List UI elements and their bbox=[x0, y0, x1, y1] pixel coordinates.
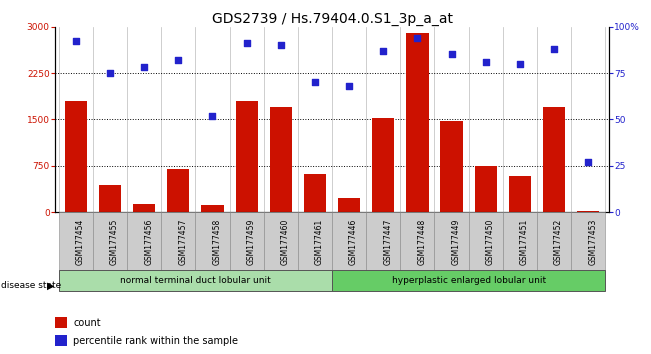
FancyBboxPatch shape bbox=[230, 212, 264, 271]
Text: GSM177461: GSM177461 bbox=[315, 218, 324, 265]
FancyBboxPatch shape bbox=[332, 212, 366, 271]
FancyBboxPatch shape bbox=[537, 212, 571, 271]
Point bbox=[310, 80, 320, 85]
FancyBboxPatch shape bbox=[434, 212, 469, 271]
Bar bbox=[338, 198, 360, 212]
Bar bbox=[372, 118, 395, 212]
Point bbox=[242, 40, 252, 46]
Text: GSM177449: GSM177449 bbox=[452, 218, 460, 265]
Point bbox=[344, 83, 354, 89]
Bar bbox=[55, 317, 67, 329]
Text: count: count bbox=[74, 318, 101, 328]
Point bbox=[378, 48, 389, 53]
Text: hyperplastic enlarged lobular unit: hyperplastic enlarged lobular unit bbox=[392, 276, 546, 285]
Bar bbox=[441, 121, 463, 212]
Point bbox=[583, 159, 594, 165]
FancyBboxPatch shape bbox=[503, 212, 537, 271]
Bar bbox=[304, 174, 326, 212]
Text: GSM177447: GSM177447 bbox=[383, 218, 393, 265]
Text: GSM177452: GSM177452 bbox=[554, 218, 563, 265]
Bar bbox=[201, 205, 223, 212]
FancyBboxPatch shape bbox=[195, 212, 230, 271]
Text: GSM177456: GSM177456 bbox=[144, 218, 153, 265]
Text: GSM177450: GSM177450 bbox=[486, 218, 495, 265]
Bar bbox=[270, 107, 292, 212]
Text: GSM177457: GSM177457 bbox=[178, 218, 187, 265]
Point bbox=[480, 59, 491, 65]
Bar bbox=[332, 270, 605, 291]
Text: GSM177459: GSM177459 bbox=[247, 218, 256, 265]
FancyBboxPatch shape bbox=[366, 212, 400, 271]
FancyBboxPatch shape bbox=[571, 212, 605, 271]
Bar bbox=[406, 33, 428, 212]
Bar bbox=[55, 335, 67, 346]
Title: GDS2739 / Hs.79404.0.S1_3p_a_at: GDS2739 / Hs.79404.0.S1_3p_a_at bbox=[212, 12, 452, 25]
Text: disease state: disease state bbox=[1, 281, 61, 290]
Text: GSM177451: GSM177451 bbox=[520, 218, 529, 265]
FancyBboxPatch shape bbox=[298, 212, 332, 271]
Point bbox=[207, 113, 217, 119]
FancyBboxPatch shape bbox=[469, 212, 503, 271]
Text: GSM177446: GSM177446 bbox=[349, 218, 358, 265]
Point bbox=[447, 52, 457, 57]
Text: GSM177454: GSM177454 bbox=[76, 218, 85, 265]
Bar bbox=[99, 184, 121, 212]
Point bbox=[173, 57, 184, 63]
Point bbox=[549, 46, 559, 52]
Bar bbox=[59, 270, 332, 291]
Bar bbox=[64, 101, 87, 212]
FancyBboxPatch shape bbox=[264, 212, 298, 271]
Point bbox=[412, 35, 422, 41]
FancyBboxPatch shape bbox=[400, 212, 434, 271]
Point bbox=[139, 64, 149, 70]
Point bbox=[515, 61, 525, 67]
FancyBboxPatch shape bbox=[59, 212, 93, 271]
Bar bbox=[133, 204, 155, 212]
Bar bbox=[475, 166, 497, 212]
Bar bbox=[167, 169, 189, 212]
Text: GSM177458: GSM177458 bbox=[212, 218, 221, 265]
Text: normal terminal duct lobular unit: normal terminal duct lobular unit bbox=[120, 276, 271, 285]
Bar bbox=[577, 211, 600, 212]
FancyBboxPatch shape bbox=[127, 212, 161, 271]
Text: GSM177453: GSM177453 bbox=[589, 218, 597, 265]
FancyBboxPatch shape bbox=[93, 212, 127, 271]
Text: GSM177460: GSM177460 bbox=[281, 218, 290, 265]
Bar bbox=[509, 176, 531, 212]
Text: GSM177448: GSM177448 bbox=[417, 218, 426, 265]
Point bbox=[70, 39, 81, 44]
Text: percentile rank within the sample: percentile rank within the sample bbox=[74, 336, 238, 346]
Point bbox=[275, 42, 286, 48]
Point bbox=[105, 70, 115, 76]
FancyBboxPatch shape bbox=[161, 212, 195, 271]
Bar bbox=[236, 101, 258, 212]
Text: ▶: ▶ bbox=[47, 281, 55, 291]
Text: GSM177455: GSM177455 bbox=[110, 218, 119, 265]
Bar bbox=[543, 107, 565, 212]
